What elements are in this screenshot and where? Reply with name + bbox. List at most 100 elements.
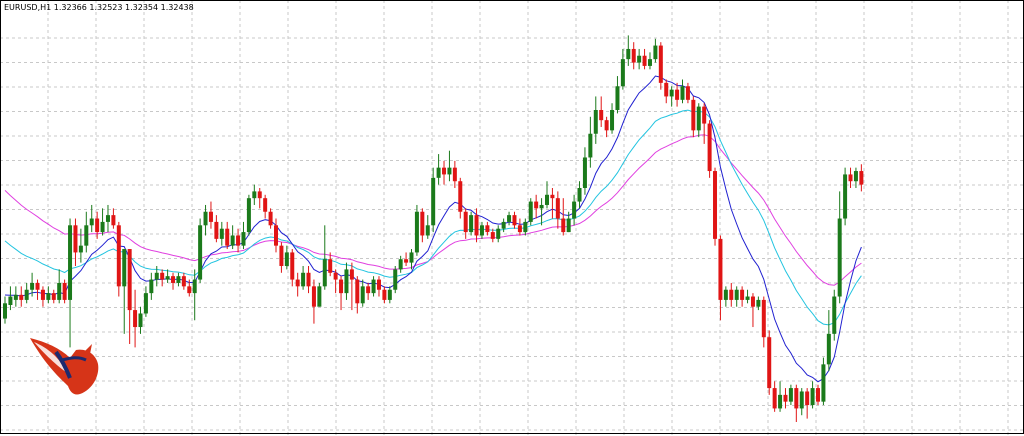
candle [263,194,268,219]
candle-body-bear [750,296,755,307]
candle [425,215,430,239]
candle-body-bear [376,279,381,290]
candle [507,211,512,226]
candle-body-bull [317,286,322,307]
candle-body-bull [57,282,62,300]
candle [463,208,468,239]
candle-body-bull [230,235,235,246]
candle [398,255,403,273]
candle-body-bull [143,293,148,314]
candle-body-bull [447,167,452,175]
candle [740,286,745,307]
candle-body-bear [599,110,604,121]
candle-body-bear [311,286,316,307]
candle-body-bull [669,89,674,97]
candle [100,208,105,236]
candle-body-bull [246,198,251,233]
candle [745,289,750,304]
candle [274,218,278,253]
candle-body-bear [306,272,311,287]
candle [219,221,224,246]
candle-body-bear [534,201,539,209]
candle-body-bull [46,293,51,300]
candle-body-bull [496,228,501,239]
candle-body-bull [469,215,474,233]
candle-body-bull [572,201,577,219]
candle-body-bear [805,391,810,406]
candle [442,160,447,185]
candle [805,388,810,419]
candle [604,116,609,138]
candle [84,211,89,253]
candle-body-bull [203,211,208,226]
candle-body-bear [474,215,479,236]
candle [523,218,528,236]
candle [832,289,837,341]
candle-body-bull [577,188,582,202]
candle [658,42,663,90]
candle [653,38,658,63]
candle [290,249,295,287]
candle-body-bull [837,218,842,297]
candle [51,289,56,304]
candle-body-bull [582,157,587,188]
candle [78,228,83,263]
candle-body-bull [626,48,631,60]
ma-mid-line [4,109,862,326]
candle-body-bull [409,252,414,263]
candle-body-bull [745,296,750,300]
candle-body-bear [702,106,707,124]
candle [68,218,73,348]
candle-body-bull [436,167,441,178]
candle [474,208,479,243]
candle [566,211,571,233]
candle-body-bull [528,201,533,222]
candle [599,96,604,127]
candle-body-bull [425,225,430,236]
candle [138,306,143,334]
candle [539,198,544,226]
candle [431,167,436,233]
candle [637,48,642,70]
candle-body-bull [593,110,598,134]
candle-body-bull [620,59,625,87]
candle [826,310,831,372]
candle [761,296,766,348]
candle-body-bull [284,252,289,266]
candle [311,279,316,324]
candle-body-bear [187,286,192,294]
bull-logo-icon [26,332,106,398]
candle-body-bear [517,225,522,233]
candle-body-bear [279,245,284,266]
candle [301,266,306,290]
candle [561,198,566,236]
candle [95,211,100,239]
candle-body-bull [523,221,528,233]
candle [165,269,170,283]
candle-body-bear [490,232,495,239]
candle-body-bear [349,269,354,280]
candle-body-bear [171,276,176,283]
candle-body-bear [40,289,45,300]
candle [317,282,322,307]
candle [647,52,652,70]
candle-body-bear [555,198,560,219]
candle-body-bear [675,89,680,100]
candle-body-bear [290,252,295,280]
candle-body-bear [274,225,278,246]
symbol-title: EURUSD,H1 1.32366 1.32523 1.32354 1.3243… [4,2,194,14]
candle-body-bear [783,394,788,402]
candle [360,279,365,307]
candle [696,103,701,138]
candle-body-bull [344,269,349,294]
candle [333,269,338,294]
candle-body-bull [371,279,376,294]
candle [349,262,354,311]
candle [3,296,7,324]
candle [13,286,18,307]
candle-body-bull [122,249,127,287]
candle-body-bull [832,296,837,334]
candle [355,276,360,314]
candle [143,286,148,317]
